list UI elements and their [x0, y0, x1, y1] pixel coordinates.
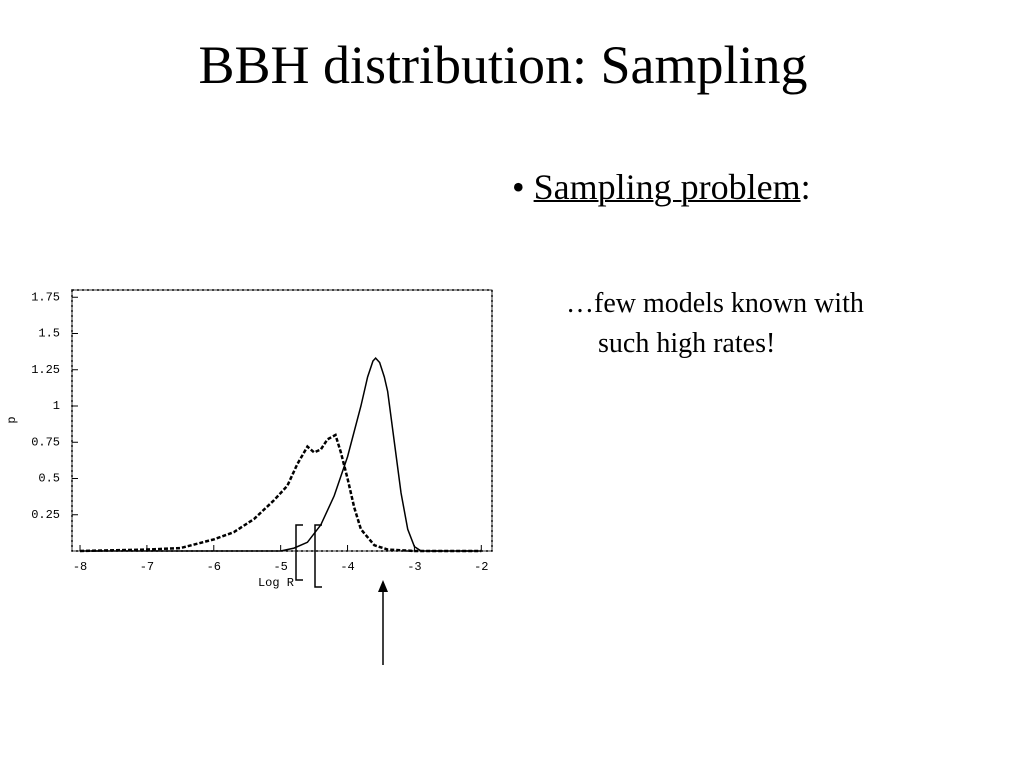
- subtext: …few models known with such high rates!: [566, 284, 864, 364]
- y-tick-label: 1.5: [38, 327, 60, 341]
- y-tick-label: 0.5: [38, 472, 60, 486]
- y-tick-label: 0.75: [31, 435, 60, 449]
- subtext-line: …few models known with: [566, 288, 864, 319]
- plot-frame: [71, 289, 493, 552]
- plot-border: [71, 289, 493, 552]
- x-tick-label: -7: [140, 560, 154, 574]
- x-axis-label: Log R: [258, 576, 294, 590]
- y-tick-label: 0.25: [31, 508, 60, 522]
- bullet-label: Sampling problem: [533, 167, 801, 207]
- x-tick-label: -4: [340, 560, 354, 574]
- series-line: [80, 357, 482, 552]
- x-tick-label: -2: [474, 560, 488, 574]
- y-tick-label: 1: [53, 399, 60, 413]
- x-tick-label: -8: [73, 560, 87, 574]
- subtext-line: such high rates!: [598, 328, 776, 359]
- y-tick-label: 1.25: [31, 363, 60, 377]
- y-axis-label: p: [5, 416, 19, 423]
- arrow-head: [378, 580, 388, 592]
- bullet: • Sampling problem:: [512, 167, 811, 207]
- y-tick-label: 1.75: [31, 290, 60, 304]
- slide-title: BBH distribution: Sampling: [198, 35, 808, 95]
- bullet-suffix: :: [800, 167, 811, 207]
- bracket: [295, 524, 322, 588]
- x-tick-label: -5: [273, 560, 287, 574]
- x-tick-label: -6: [207, 560, 221, 574]
- x-tick-label: -3: [407, 560, 421, 574]
- series-line: [79, 433, 482, 553]
